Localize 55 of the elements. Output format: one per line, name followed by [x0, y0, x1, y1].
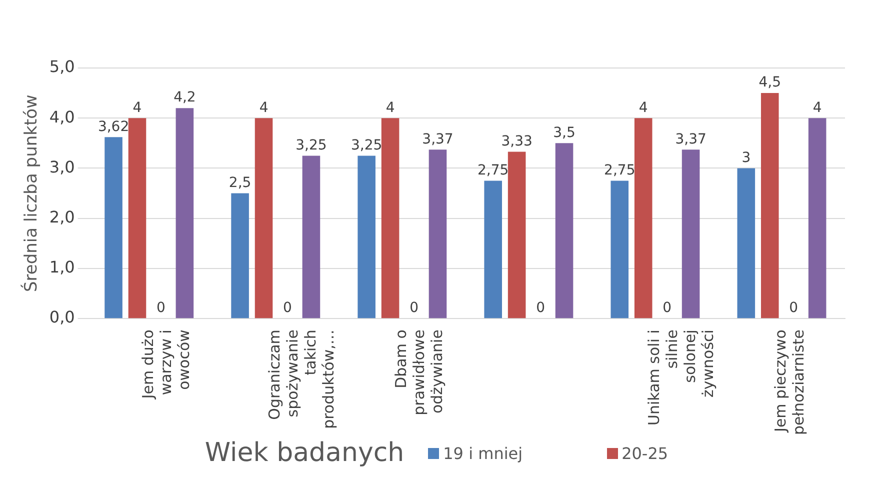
data-label: 4 — [259, 100, 268, 116]
data-label: 2,75 — [604, 162, 636, 178]
data-label: 4 — [386, 100, 395, 116]
data-label: 3,37 — [422, 131, 454, 148]
data-label: 0 — [789, 300, 798, 316]
data-label: 0 — [662, 300, 672, 316]
data-label: 4,2 — [174, 90, 196, 106]
bar — [176, 108, 194, 318]
data-label: 3,25 — [296, 137, 327, 154]
data-label: 3,25 — [350, 137, 382, 154]
bar — [760, 93, 779, 318]
bar — [634, 118, 652, 318]
x-tick-label: Jem dużo warzyw i owoców — [139, 330, 193, 400]
data-label: 3,5 — [553, 124, 576, 141]
data-label: 3 — [742, 150, 751, 166]
y-tick-label: 0,0 — [49, 308, 75, 327]
legend-title: Wiek badanych — [204, 438, 404, 468]
bar — [808, 118, 826, 318]
y-tick-label: 5,0 — [49, 57, 75, 76]
bar — [128, 118, 146, 318]
y-tick-label: 1,0 — [49, 258, 75, 277]
data-label: 3,62 — [98, 118, 130, 135]
data-label: 4 — [638, 100, 648, 116]
legend-label: 20-25 — [622, 444, 668, 462]
data-label: 3,37 — [675, 131, 706, 148]
bar — [737, 168, 756, 318]
bar — [302, 156, 320, 318]
data-label: 4 — [132, 100, 142, 116]
data-label: 2,75 — [478, 162, 509, 178]
bar — [104, 137, 122, 318]
data-label: 0 — [410, 300, 418, 316]
data-label: 3,33 — [501, 133, 532, 150]
data-label: 2,5 — [228, 174, 252, 191]
bar — [254, 118, 273, 318]
x-tick-label: Ograniczam spożywanie takich produktów,… — [266, 330, 338, 429]
data-label: 0 — [536, 300, 546, 316]
bar — [358, 156, 376, 318]
bar — [484, 180, 502, 318]
y-tick-label: 2,0 — [49, 207, 75, 226]
bar — [555, 143, 574, 318]
data-label: 4 — [812, 100, 822, 116]
bar — [231, 193, 249, 318]
bar — [610, 180, 629, 318]
data-label: 0 — [283, 300, 292, 316]
y-tick-label: 3,0 — [49, 157, 75, 176]
legend-label: 19 i mniej — [443, 444, 523, 462]
bar — [508, 152, 526, 318]
data-label: 0 — [156, 300, 166, 316]
bar — [428, 150, 447, 318]
data-label: 4,5 — [758, 74, 782, 91]
y-tick-label: 4,0 — [49, 107, 75, 126]
bar — [381, 118, 400, 318]
y-axis-title: Średnia liczba punktów — [20, 94, 42, 292]
x-tick-label: Unikam soli i silnie solonej żywności — [645, 330, 718, 426]
bar — [682, 150, 700, 318]
